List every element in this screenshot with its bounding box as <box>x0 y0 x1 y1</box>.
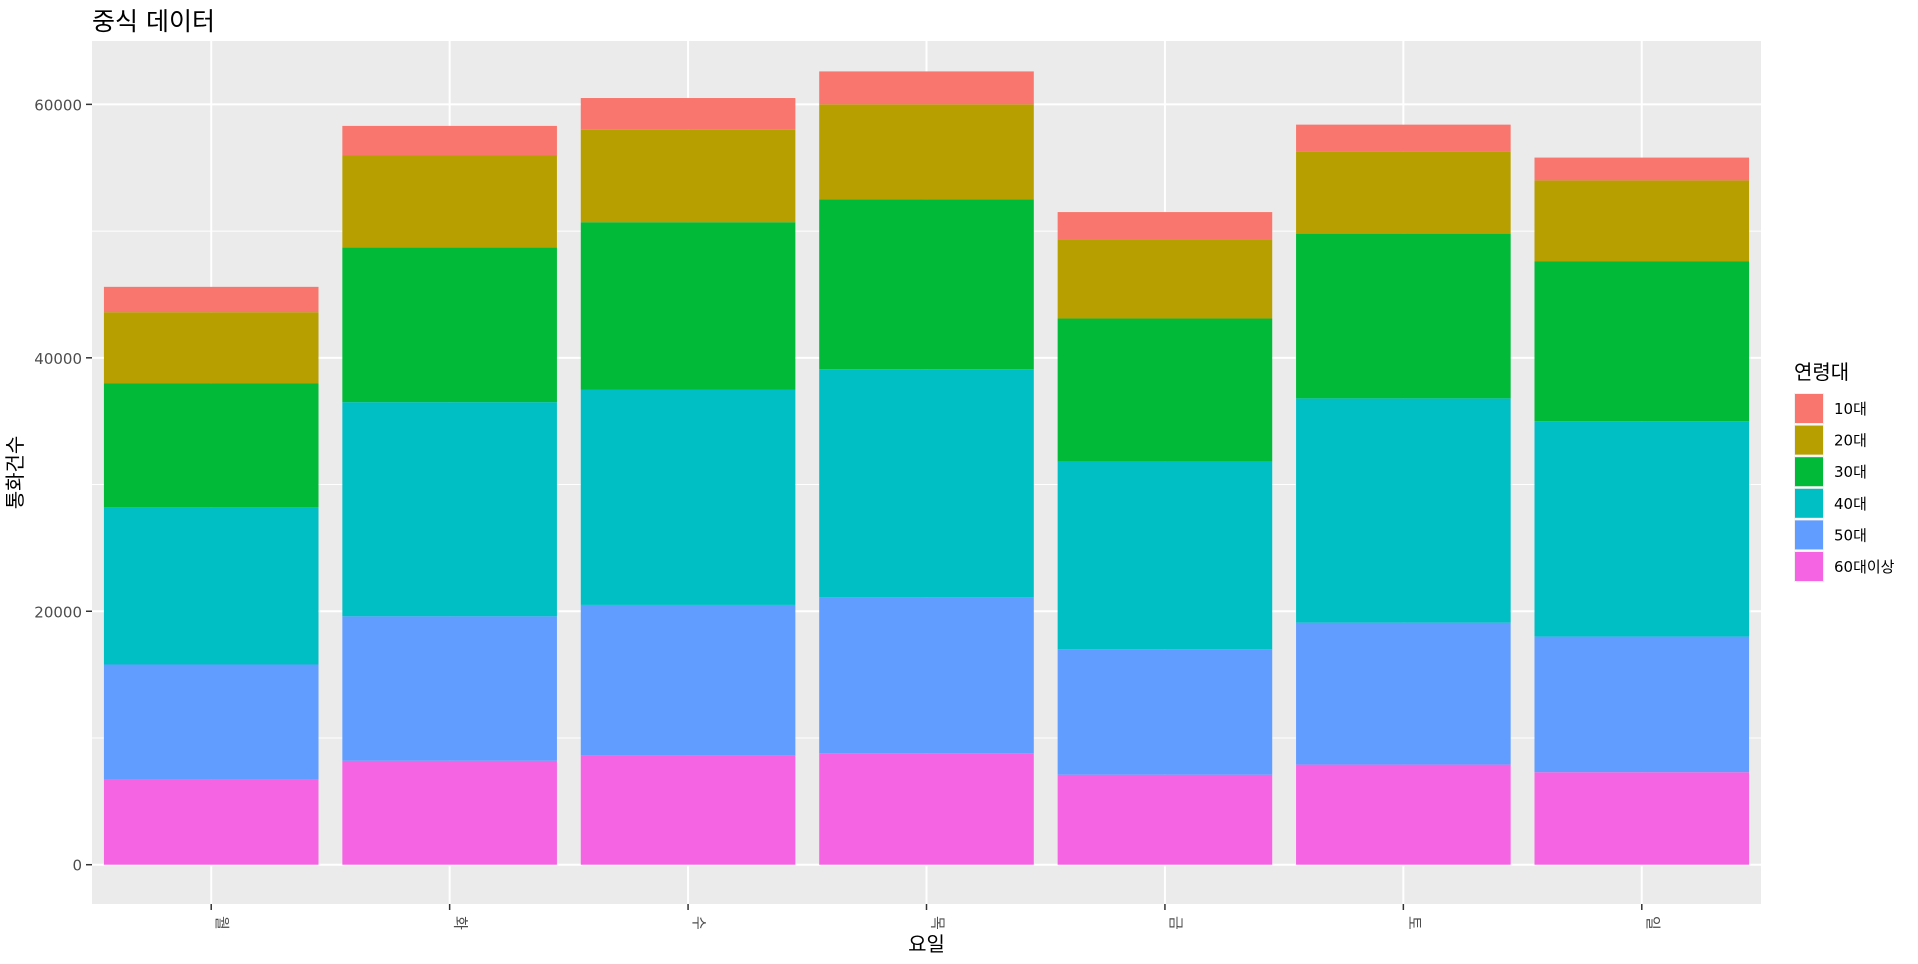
x-tick-label: 토 <box>1405 916 1423 930</box>
bar-segment <box>1057 649 1273 775</box>
bar-segment <box>342 125 557 156</box>
bar-segment <box>103 664 319 780</box>
y-tick-label: 60000 <box>34 96 82 114</box>
bar-segment <box>103 383 319 508</box>
x-tick-label: 일 <box>1644 916 1662 930</box>
bar-segment <box>1296 622 1511 765</box>
bar-segment <box>819 104 1034 200</box>
x-tick-label: 목 <box>929 916 947 930</box>
bar-segment <box>819 369 1034 598</box>
legend-title: 연령대 <box>1794 360 1849 384</box>
legend-swatch <box>1795 520 1823 550</box>
legend-swatch <box>1795 425 1823 455</box>
legend-label: 50대 <box>1834 526 1867 544</box>
bar-segment <box>1296 764 1511 865</box>
bar-segment <box>1534 157 1750 181</box>
bar-segment <box>1057 212 1273 240</box>
bar-segment <box>580 755 796 865</box>
x-tick-label: 수 <box>690 916 708 930</box>
bar-segment <box>1534 636 1750 773</box>
bar-segment <box>1296 151 1511 234</box>
y-tick-label: 40000 <box>34 350 82 368</box>
bar-segment <box>1057 774 1273 865</box>
bar-segment <box>580 604 796 756</box>
bar-segment <box>1534 772 1750 865</box>
x-tick-label: 금 <box>1167 916 1185 930</box>
bar-segment <box>580 389 796 605</box>
bar-segment <box>819 199 1034 370</box>
bar-segment <box>103 286 319 313</box>
bar-segment <box>103 507 319 665</box>
bar-segment <box>1057 318 1273 462</box>
bar-segment <box>103 779 319 865</box>
bar-segment <box>342 247 557 403</box>
bar-segment <box>819 71 1034 105</box>
y-tick-label: 20000 <box>34 603 82 621</box>
legend-swatch <box>1795 552 1823 581</box>
x-axis-title: 요일 <box>908 932 945 956</box>
bar-segment <box>1534 261 1750 422</box>
bar-segment <box>1534 180 1750 262</box>
x-tick-label: 화 <box>452 916 470 930</box>
bar-segment <box>819 597 1034 754</box>
bar-segment <box>1296 233 1511 399</box>
legend-label: 30대 <box>1834 463 1867 481</box>
bar-segment <box>342 402 557 617</box>
bar-segment <box>342 760 557 865</box>
bar-segment <box>580 222 796 390</box>
legend-label: 10대 <box>1834 400 1867 418</box>
bar-segment <box>1296 398 1511 623</box>
bar-segment <box>342 155 557 248</box>
bar-segment <box>1296 124 1511 152</box>
bar-segment <box>342 616 557 761</box>
legend-label: 20대 <box>1834 432 1867 450</box>
legend-label: 40대 <box>1834 495 1867 513</box>
x-tick-label: 월 <box>213 916 231 930</box>
bar-segment <box>103 312 319 384</box>
y-tick-label: 0 <box>72 857 82 875</box>
bar-segment <box>1057 239 1273 319</box>
legend-swatch <box>1795 394 1823 423</box>
legend-swatch <box>1795 457 1823 487</box>
y-axis-title: 통화건수 <box>3 436 27 510</box>
legend-label: 60대이상 <box>1834 558 1895 576</box>
bar-segment <box>580 129 796 223</box>
bar-segment <box>819 753 1034 865</box>
chart-title: 중식 데이터 <box>92 7 215 36</box>
bar-segment <box>1534 421 1750 637</box>
bar-segment <box>1057 461 1273 650</box>
bar-segment <box>580 98 796 130</box>
legend-swatch <box>1795 488 1823 518</box>
